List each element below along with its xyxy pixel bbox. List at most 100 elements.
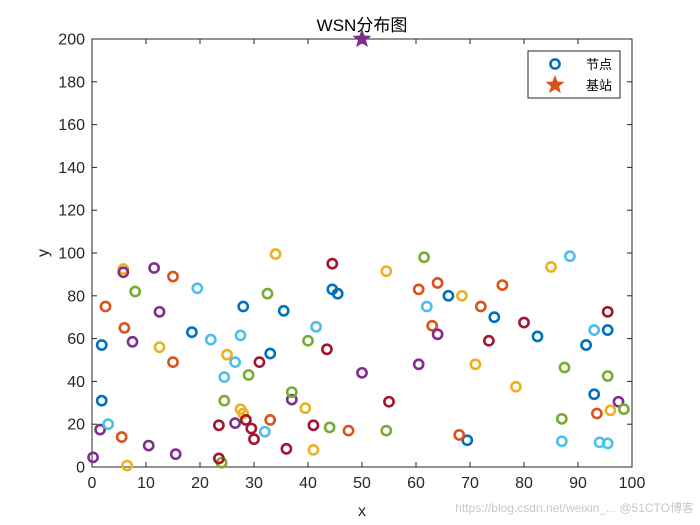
node-point (142, 439, 155, 452)
node-point (518, 316, 530, 329)
node-point (115, 431, 128, 443)
node-point (169, 448, 182, 461)
x-axis-title: x (358, 503, 366, 520)
node-point (618, 403, 630, 416)
node-point (229, 356, 241, 369)
node-point (191, 282, 204, 295)
node-point (612, 395, 625, 408)
y-tick-label: 80 (67, 288, 85, 305)
node-point (264, 347, 277, 360)
node-point (280, 442, 293, 455)
node-point (564, 250, 576, 263)
node-point (218, 371, 231, 384)
node-point (95, 394, 108, 407)
chart-title: WSN分布图 (317, 16, 408, 35)
node-point (469, 358, 482, 371)
legend-box (527, 50, 621, 99)
y-axis-title: y (35, 249, 52, 257)
data-points (87, 29, 630, 472)
node-point (488, 311, 501, 324)
node-point (310, 320, 322, 333)
base-station-point (353, 29, 371, 47)
x-tick-label: 50 (353, 475, 371, 492)
node-point (253, 356, 266, 369)
node-point (269, 248, 282, 260)
axis-tick-labels: 0 10 20 30 40 50 60 70 80 90 100 0 20 40 60 80 100 120 140… (58, 32, 645, 493)
node-point (212, 419, 225, 432)
watermark-text: https://blog.csdn.net/weixin_... @51CTO博… (455, 500, 694, 515)
y-tick-label: 120 (58, 203, 85, 220)
node-point (302, 334, 314, 347)
node-point (588, 388, 601, 401)
node-point (212, 452, 225, 465)
node-point (245, 422, 258, 435)
node-point (234, 329, 247, 342)
node-point (380, 424, 393, 437)
node-point (591, 407, 603, 420)
node-point (320, 343, 333, 356)
node-point (258, 425, 271, 438)
node-point (264, 414, 277, 426)
node-point (453, 428, 466, 441)
node-point (285, 393, 298, 406)
node-point (307, 419, 320, 432)
node-point (342, 424, 355, 437)
x-tick-label: 10 (137, 475, 155, 492)
node-point (412, 358, 425, 371)
legend-circle-marker (549, 58, 561, 70)
node-point (588, 324, 601, 336)
node-point (555, 412, 568, 425)
node-point (261, 287, 274, 300)
node-point (496, 279, 509, 291)
node-point (102, 418, 115, 431)
x-tick-label: 0 (88, 475, 97, 492)
x-tick-label: 40 (299, 475, 317, 492)
x-tick-label: 80 (515, 475, 533, 492)
node-point (558, 361, 571, 374)
x-tick-label: 20 (191, 475, 209, 492)
axis-ticks (91, 38, 633, 468)
node-point (431, 277, 444, 289)
node-point (412, 283, 425, 296)
node-point (94, 423, 106, 436)
node-point (121, 459, 133, 472)
legend-star-marker (546, 75, 564, 93)
y-tick-label: 40 (67, 374, 85, 391)
node-point (185, 326, 198, 339)
y-tick-label: 180 (58, 74, 85, 91)
node-point (580, 339, 592, 351)
node-point (204, 333, 217, 346)
node-point (153, 341, 166, 354)
node-point (531, 330, 544, 343)
node-point (248, 433, 260, 446)
y-tick-label: 160 (58, 117, 85, 134)
node-point (126, 335, 139, 348)
legend-label: 基站 (586, 79, 612, 94)
node-point (221, 348, 233, 361)
node-point (455, 289, 468, 302)
node-point (356, 366, 368, 379)
node-point (95, 339, 108, 351)
y-tick-label: 100 (58, 246, 85, 263)
x-tick-label: 70 (461, 475, 479, 492)
y-tick-label: 20 (67, 417, 85, 434)
node-point (323, 421, 336, 434)
node-point (474, 300, 487, 313)
node-point (148, 262, 160, 274)
y-tick-label: 200 (58, 32, 85, 49)
x-tick-label: 30 (245, 475, 263, 492)
node-point (99, 300, 112, 313)
node-point (307, 443, 320, 456)
node-point (153, 305, 166, 318)
y-tick-label: 60 (67, 331, 85, 348)
node-point (118, 321, 131, 334)
x-tick-label: 100 (619, 475, 646, 492)
node-point (87, 451, 99, 464)
node-point (285, 386, 298, 398)
legend-label: 节点 (586, 58, 612, 73)
node-point (167, 356, 179, 369)
node-point (277, 304, 290, 317)
node-point (510, 380, 522, 393)
node-point (331, 287, 344, 300)
